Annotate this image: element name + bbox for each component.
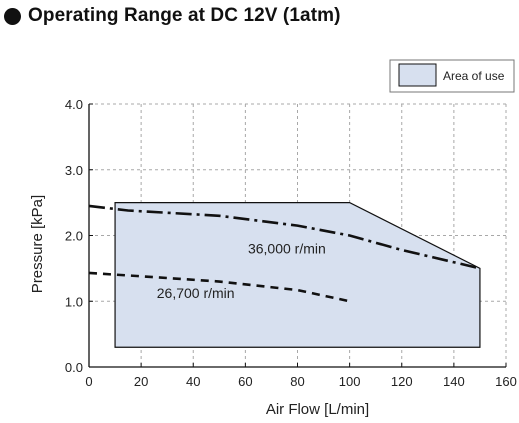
y-tick-label: 1.0 [65, 294, 83, 309]
series-label-36000: 36,000 r/min [248, 240, 326, 256]
series-label-26700: 26,700 r/min [157, 285, 235, 301]
legend: Area of use [389, 59, 515, 93]
series-line-1 [88, 271, 350, 303]
chart-title: Operating Range at DC 12V (1atm) [28, 5, 341, 26]
x-tick-label: 100 [339, 374, 361, 389]
y-axis-label: Pressure [kPa] [29, 195, 46, 293]
x-tick-label: 60 [238, 374, 252, 389]
tick-labels: 0 20 40 60 80 100 120 140 160 0.0 1.0 2.0 3.0 4.0 [65, 97, 517, 389]
x-tick-label: 40 [186, 374, 200, 389]
y-tick-label: 3.0 [65, 163, 83, 178]
x-tick-label: 160 [495, 374, 517, 389]
legend-label: Area of use [443, 69, 505, 83]
bullet-icon [4, 7, 21, 25]
legend-swatch [398, 63, 437, 87]
x-tick-label: 20 [134, 374, 148, 389]
y-tick-label: 4.0 [65, 97, 83, 112]
x-tick-label: 140 [443, 374, 465, 389]
y-tick-label: 0.0 [65, 360, 83, 375]
x-tick-label: 0 [85, 374, 92, 389]
x-tick-label: 80 [290, 374, 304, 389]
axes [88, 103, 507, 368]
grid [89, 103, 507, 367]
area-of-use-region [114, 202, 481, 348]
series-line-0 [88, 204, 481, 270]
x-tick-label: 120 [391, 374, 413, 389]
chart-title-row: Operating Range at DC 12V (1atm) [4, 2, 341, 30]
x-axis-label: Air Flow [L/min] [266, 401, 369, 418]
y-tick-label: 2.0 [65, 229, 83, 244]
series-lines [88, 204, 481, 303]
